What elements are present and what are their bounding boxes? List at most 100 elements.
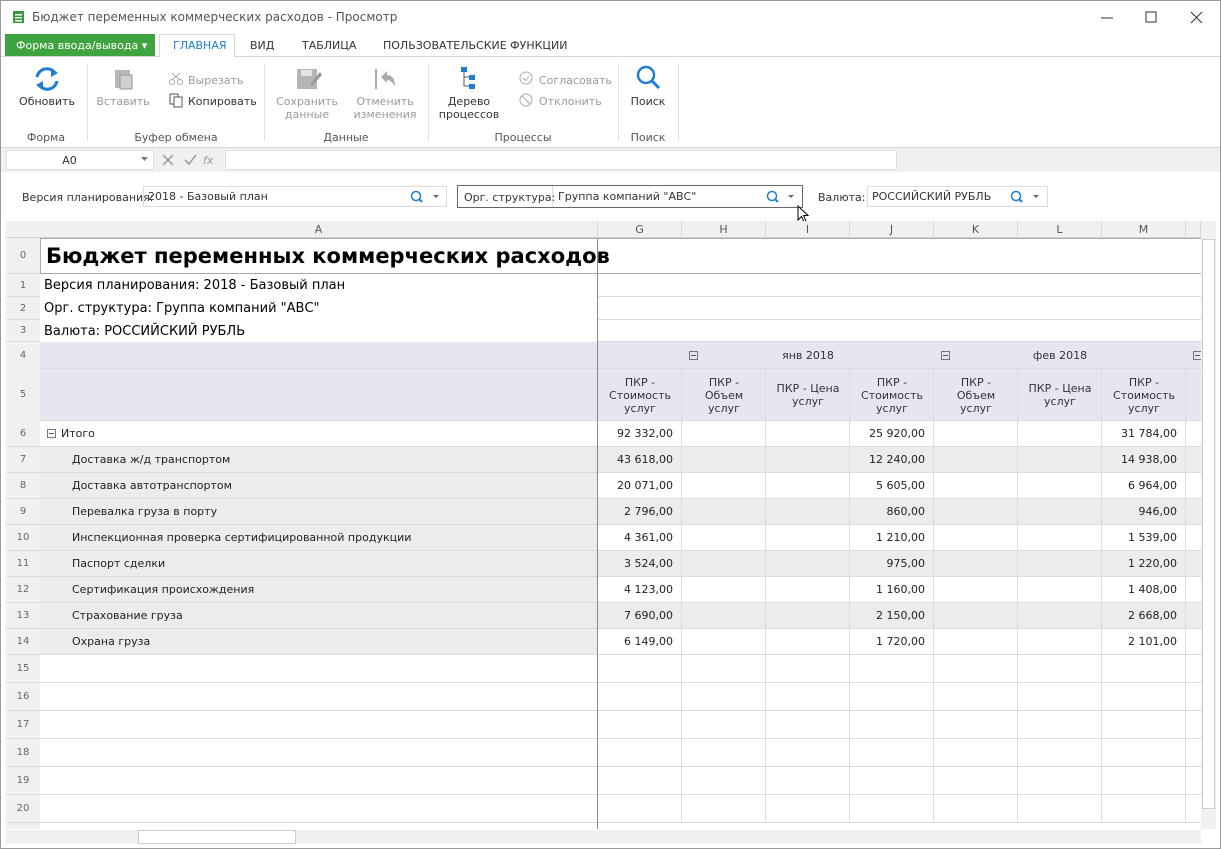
filter-label: Валюта: bbox=[818, 191, 865, 204]
cell-value: 4 123,00 bbox=[598, 577, 682, 603]
ribbon-button[interactable]: Вырезать bbox=[188, 74, 243, 87]
column-header: I bbox=[766, 221, 850, 238]
grid-line bbox=[6, 682, 1201, 683]
row-label: Страхование груза bbox=[72, 603, 183, 629]
tree-icon bbox=[459, 66, 481, 92]
cell-value: 860,00 bbox=[850, 499, 934, 525]
ribbon-tab[interactable]: ВИД bbox=[250, 39, 274, 52]
row-number: 12 bbox=[6, 577, 40, 603]
measure-header: ПКР - Стоимость услуг bbox=[1102, 373, 1186, 417]
cell-value: 1 539,00 bbox=[1102, 525, 1186, 551]
ribbon-button[interactable]: Дерево процессов bbox=[429, 95, 509, 121]
group-label: Буфер обмена bbox=[116, 131, 236, 144]
row-number: 16 bbox=[6, 683, 40, 711]
column-header: G bbox=[598, 221, 682, 238]
cell-value: 31 784,00 bbox=[1102, 421, 1186, 447]
cell-value: 2 796,00 bbox=[598, 499, 682, 525]
filter-value[interactable]: 2018 - Базовый план bbox=[148, 190, 268, 203]
formula-input[interactable] bbox=[225, 150, 897, 170]
grid-line bbox=[598, 296, 1201, 297]
row-number: 5 bbox=[6, 369, 40, 421]
sheet-title: Бюджет переменных коммерческих расходов bbox=[46, 244, 610, 268]
paste-icon bbox=[113, 67, 135, 91]
scroll-thumb[interactable] bbox=[138, 830, 296, 844]
ribbon-button[interactable]: Обновить bbox=[7, 95, 87, 108]
cell-value: 7 690,00 bbox=[598, 603, 682, 629]
grid-line bbox=[6, 766, 1201, 767]
cell-value: 12 240,00 bbox=[850, 447, 934, 473]
filter-label: Орг. структура: bbox=[464, 191, 555, 204]
grid-line bbox=[6, 710, 1201, 711]
measure-header: ПКР - Цена услуг bbox=[1018, 373, 1102, 417]
cell-value: 946,00 bbox=[1102, 499, 1186, 525]
measure-header: ПКР - Стоимость услуг bbox=[850, 373, 934, 417]
ribbon-tab[interactable]: ТАБЛИЦА bbox=[302, 39, 356, 52]
cell-value: 1 720,00 bbox=[850, 629, 934, 655]
ribbon-button[interactable]: Вставить bbox=[83, 95, 163, 108]
collapse-minus bbox=[1195, 355, 1200, 356]
period-header: янв 2018 bbox=[682, 349, 934, 362]
spreadsheet[interactable]: AGHIJKLM01234567891011121314151617181920… bbox=[6, 221, 1216, 829]
row-number: 20 bbox=[6, 795, 40, 823]
grid-line bbox=[598, 319, 1201, 320]
grid-line bbox=[6, 794, 1201, 795]
filter-label: Версия планирования: bbox=[22, 191, 154, 204]
ribbon-button[interactable]: Отклонить bbox=[539, 95, 602, 108]
ribbon-button[interactable]: Отменить изменения bbox=[345, 95, 425, 121]
save-icon bbox=[296, 66, 322, 92]
row-label: Охрана груза bbox=[72, 629, 150, 655]
grid-line bbox=[6, 738, 1201, 739]
row-number: 13 bbox=[6, 603, 40, 629]
menu-button[interactable]: Форма ввода/вывода ▾ bbox=[5, 34, 155, 56]
measure-header: ПКР - Объем услуг bbox=[682, 373, 766, 417]
cell-value: 1 408,00 bbox=[1102, 577, 1186, 603]
cell-value: 3 524,00 bbox=[598, 551, 682, 577]
scroll-thumb[interactable] bbox=[1202, 239, 1215, 809]
group-label: Процессы bbox=[463, 131, 583, 144]
row-label: Перевалка груза в порту bbox=[72, 499, 217, 525]
cell-value: 25 920,00 bbox=[850, 421, 934, 447]
cut-icon bbox=[169, 72, 183, 86]
cell-value: 20 071,00 bbox=[598, 473, 682, 499]
ribbon-tab[interactable]: ГЛАВНАЯ bbox=[173, 39, 227, 52]
copy-icon bbox=[169, 93, 183, 107]
filter-value[interactable]: Группа компаний "АВС" bbox=[558, 190, 696, 203]
filter-icons bbox=[1010, 190, 1050, 204]
undo-icon bbox=[373, 67, 397, 91]
svg-text:fx: fx bbox=[203, 154, 214, 167]
ribbon-button[interactable]: Согласовать bbox=[539, 74, 612, 87]
cell-value: 5 605,00 bbox=[850, 473, 934, 499]
column-header bbox=[1186, 221, 1201, 238]
cell-value: 1 220,00 bbox=[1102, 551, 1186, 577]
info-line: Валюта: РОССИЙСКИЙ РУБЛЬ bbox=[44, 324, 245, 339]
ribbon-tab[interactable]: ПОЛЬЗОВАТЕЛЬСКИЕ ФУНКЦИИ bbox=[383, 39, 567, 52]
row-number: 1 bbox=[6, 274, 40, 297]
cell-value: 4 361,00 bbox=[598, 525, 682, 551]
row-label: Итого bbox=[61, 421, 95, 447]
cell-value: 43 618,00 bbox=[598, 447, 682, 473]
cell-value: 1 160,00 bbox=[850, 577, 934, 603]
info-line: Версия планирования: 2018 - Базовый план bbox=[44, 278, 345, 293]
dropdown-arrow bbox=[141, 157, 149, 163]
collapse-box bbox=[47, 429, 56, 438]
row-number: 0 bbox=[6, 238, 40, 274]
cell-value: 1 210,00 bbox=[850, 525, 934, 551]
row-label: Сертификация происхождения bbox=[72, 577, 254, 603]
grid-line bbox=[765, 369, 766, 823]
window-controls[interactable] bbox=[1101, 11, 1211, 25]
info-line: Орг. структура: Группа компаний "АВС" bbox=[44, 301, 320, 316]
row-number: 11 bbox=[6, 551, 40, 577]
filter-icons bbox=[766, 190, 806, 204]
group-label: Форма bbox=[0, 131, 106, 144]
ribbon-button[interactable]: Копировать bbox=[188, 95, 257, 108]
ribbon-button[interactable]: Поиск bbox=[608, 95, 688, 108]
row-number: 19 bbox=[6, 767, 40, 795]
filter-value[interactable]: РОССИЙСКИЙ РУБЛЬ bbox=[872, 190, 991, 203]
column-header: L bbox=[1018, 221, 1102, 238]
refresh-icon bbox=[33, 65, 61, 93]
row-label: Инспекционная проверка сертифицированной… bbox=[72, 525, 411, 551]
row-label: Доставка ж/д транспортом bbox=[72, 447, 230, 473]
grid-line bbox=[40, 368, 1201, 369]
ribbon-button[interactable]: Сохранить данные bbox=[267, 95, 347, 121]
